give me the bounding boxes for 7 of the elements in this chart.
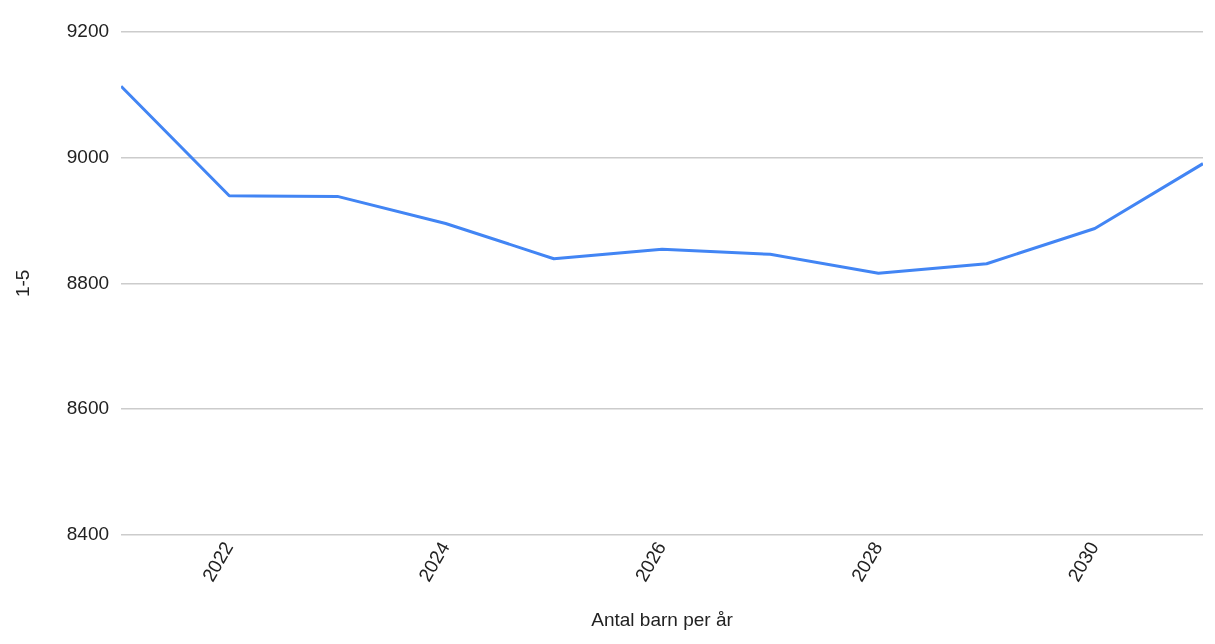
y-tick-label: 9000 bbox=[66, 145, 110, 167]
y-tick-label: 8600 bbox=[66, 397, 110, 419]
x-axis-title: Antal barn per år bbox=[591, 608, 734, 630]
y-tick-label: 8800 bbox=[66, 271, 110, 293]
y-tick-label: 9200 bbox=[66, 19, 110, 41]
y-axis-title: 1-5 bbox=[11, 269, 33, 298]
y-tick-label: 8400 bbox=[66, 523, 110, 545]
